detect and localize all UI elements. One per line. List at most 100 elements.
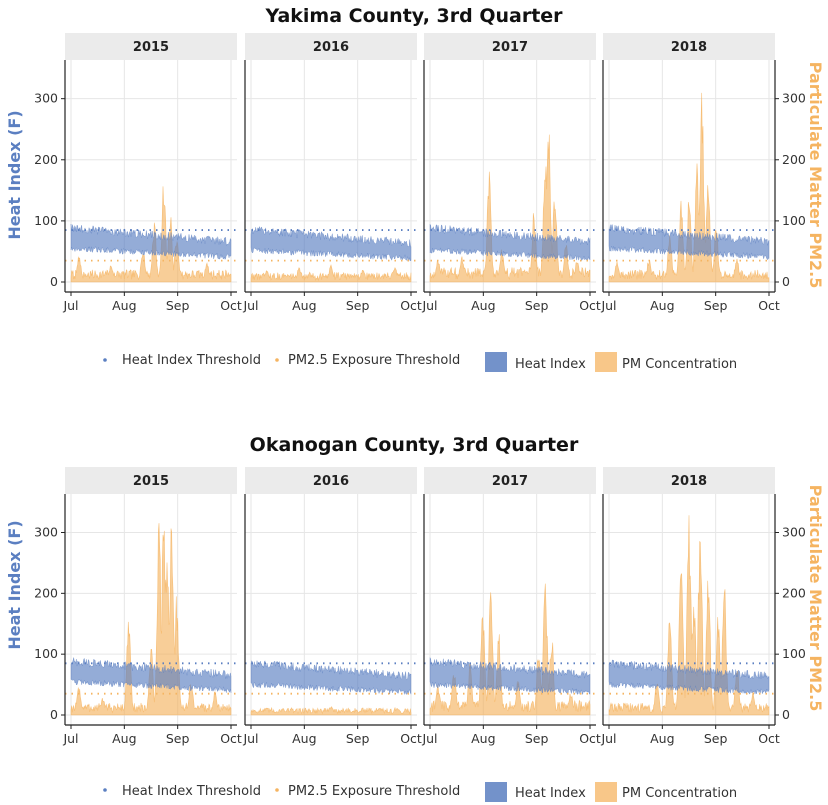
facet-label: 2018	[671, 474, 707, 489]
facet-label: 2018	[671, 40, 707, 55]
x-tick-label: Sep	[525, 731, 549, 746]
legend-heat-threshold-label: Heat Index Threshold	[122, 353, 261, 368]
facet-strip	[65, 467, 237, 494]
legend-okanogan: Heat Index Threshold PM2.5 Exposure Thre…	[103, 782, 737, 802]
legend-heat-threshold-marker	[103, 358, 107, 362]
facet-strip	[245, 33, 417, 60]
legend-pm-concentration-label: PM Concentration	[622, 357, 737, 372]
panel-2017: 2017 Jul Aug Sep Oct	[421, 467, 601, 746]
y-axis-label-left-okanogan: Heat Index (F)	[5, 520, 24, 649]
facet-strip	[245, 467, 417, 494]
y-tick-label-right: 0	[782, 707, 790, 722]
y-tick-label-right: 100	[782, 213, 806, 228]
x-tick-label: Sep	[346, 731, 370, 746]
panel-2015: 2015 Jul Aug Sep Oct 0 100 200 300	[34, 467, 242, 746]
heat-index-band	[70, 223, 232, 260]
x-tick-label: Jul	[600, 731, 616, 746]
y-tick-label-left: 0	[50, 707, 58, 722]
facet-label: 2016	[313, 474, 349, 489]
legend-heat-index-swatch	[485, 352, 507, 372]
legend-heat-threshold-marker	[103, 788, 107, 792]
heat-index-band	[429, 657, 591, 696]
panel-2016: 2016 Jul Aug Sep Oct	[242, 467, 422, 746]
x-tick-label: Jul	[62, 731, 78, 746]
x-tick-label: Jul	[421, 731, 437, 746]
y-tick-label-left: 300	[34, 91, 58, 106]
facet-strip	[65, 33, 237, 60]
x-tick-label: Oct	[579, 731, 601, 746]
facet-strip	[424, 467, 596, 494]
y-tick-label-left: 100	[34, 213, 58, 228]
heat-index-band	[70, 657, 232, 693]
x-tick-label: Oct	[579, 298, 601, 313]
facet-label: 2017	[492, 474, 528, 489]
panel-2016: 2016 Jul Aug Sep Oct	[242, 33, 422, 313]
facet-label: 2015	[133, 474, 169, 489]
x-tick-label: Jul	[242, 298, 258, 313]
legend-pm-threshold-label: PM2.5 Exposure Threshold	[288, 353, 460, 368]
facet-label: 2015	[133, 40, 169, 55]
x-tick-label: Aug	[112, 731, 136, 746]
panel-2017: 2017 Jul Aug Sep Oct	[421, 33, 601, 313]
y-axis-label-left-yakima: Heat Index (F)	[5, 110, 24, 239]
y-tick-label-right: 200	[782, 152, 806, 167]
x-tick-label: Oct	[220, 298, 242, 313]
legend-heat-index-label: Heat Index	[515, 786, 586, 801]
pm-concentration-area	[250, 264, 412, 283]
x-tick-label: Aug	[471, 298, 495, 313]
legend-pm-concentration-swatch	[595, 782, 617, 802]
x-tick-label: Jul	[421, 298, 437, 313]
heat-index-band	[608, 224, 770, 261]
x-tick-label: Oct	[400, 298, 422, 313]
heat-index-band	[429, 223, 591, 261]
legend-pm-threshold-label: PM2.5 Exposure Threshold	[288, 784, 460, 799]
facet-strip	[603, 33, 775, 60]
x-tick-label: Aug	[650, 298, 674, 313]
panel-2015: 2015 Jul Aug Sep Oct 0 100 200 300	[34, 33, 242, 313]
x-tick-label: Aug	[292, 731, 316, 746]
pm-concentration-area	[608, 515, 770, 716]
legend-heat-threshold-label: Heat Index Threshold	[122, 784, 261, 799]
facet-strip	[603, 467, 775, 494]
y-axis-label-right-yakima: Particulate Matter PM2.5	[806, 62, 825, 289]
x-tick-label: Aug	[471, 731, 495, 746]
legend-pm-concentration-swatch	[595, 352, 617, 372]
x-tick-label: Jul	[242, 731, 258, 746]
y-tick-label-right: 0	[782, 274, 790, 289]
legend-pm-threshold-marker	[275, 358, 279, 362]
x-tick-label: Oct	[220, 731, 242, 746]
x-tick-label: Jul	[62, 298, 78, 313]
facet-label: 2016	[313, 40, 349, 55]
x-tick-label: Jul	[600, 298, 616, 313]
facet-strip	[424, 33, 596, 60]
legend-pm-threshold-marker	[275, 788, 279, 792]
y-tick-label-right: 300	[782, 91, 806, 106]
legend-heat-index-swatch	[485, 782, 507, 802]
heat-index-band	[250, 660, 412, 695]
y-axis-label-right-okanogan: Particulate Matter PM2.5	[806, 485, 825, 712]
x-tick-label: Sep	[166, 731, 190, 746]
y-tick-label-left: 200	[34, 152, 58, 167]
x-tick-label: Aug	[112, 298, 136, 313]
y-tick-label-left: 200	[34, 585, 58, 600]
facet-label: 2017	[492, 40, 528, 55]
x-tick-label: Oct	[758, 731, 780, 746]
pm-concentration-area	[70, 186, 232, 283]
x-tick-label: Aug	[650, 731, 674, 746]
pm-concentration-area	[429, 583, 591, 716]
y-tick-label-left: 0	[50, 274, 58, 289]
legend-yakima: Heat Index Threshold PM2.5 Exposure Thre…	[103, 352, 737, 372]
y-tick-label-left: 100	[34, 646, 58, 661]
x-tick-label: Sep	[704, 298, 728, 313]
x-tick-label: Sep	[525, 298, 549, 313]
x-tick-label: Oct	[758, 298, 780, 313]
legend-pm-concentration-label: PM Concentration	[622, 786, 737, 801]
chart-title-yakima: Yakima County, 3rd Quarter	[264, 5, 563, 27]
heat-index-band	[608, 659, 770, 695]
y-tick-label-left: 300	[34, 525, 58, 540]
